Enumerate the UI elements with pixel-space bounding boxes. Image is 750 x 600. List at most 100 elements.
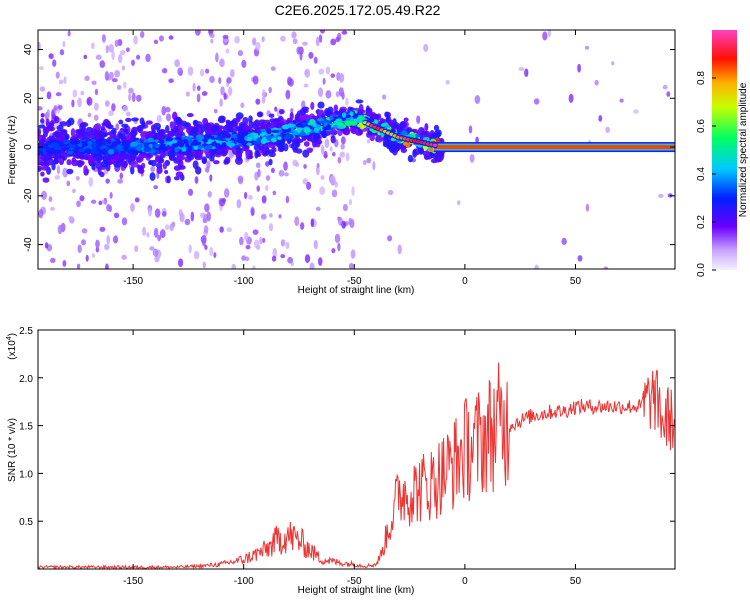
- spectrogram-speckle: [196, 85, 201, 91]
- spectrogram-ridge-point: [185, 136, 192, 141]
- spectrogram-speckle: [192, 82, 196, 92]
- spectrogram-band: [241, 147, 248, 152]
- spectrogram-band: [70, 128, 76, 138]
- snr-x-tick-label: 0: [462, 576, 468, 587]
- spectrogram-speckle: [112, 235, 119, 244]
- spectrogram-speckle: [334, 181, 339, 188]
- spectrogram-ridge-point: [216, 135, 223, 141]
- spectrogram-speckle: [188, 188, 194, 196]
- spectrogram-band: [201, 156, 208, 164]
- spectrogram-speckle: [272, 190, 276, 196]
- spectrogram-speckle: [287, 256, 294, 264]
- spectrogram-speckle: [98, 200, 103, 206]
- spectrogram-speckle: [119, 49, 126, 55]
- spectrogram-speckle: [285, 195, 290, 204]
- spectrogram-band: [79, 160, 85, 166]
- spectrogram-speckle: [95, 246, 100, 253]
- spectrogram-band: [292, 139, 297, 146]
- spectrogram-speckle: [93, 102, 99, 111]
- spectrogram-ridge-point: [107, 148, 115, 155]
- spectrogram-speckle: [270, 66, 276, 71]
- snr-x-tick-label: -100: [234, 576, 254, 587]
- spectrogram-speckle: [209, 246, 214, 257]
- snr-y-tick-label: 1.5: [19, 422, 33, 433]
- spectrogram-speckle: [315, 206, 321, 212]
- spectrogram-band: [135, 157, 141, 163]
- spectrogram-speckle: [66, 180, 71, 187]
- spectrogram-speckle: [335, 91, 340, 98]
- spectrogram-ridge-point: [54, 146, 62, 150]
- spectrogram-band: [268, 158, 273, 166]
- spectrogram-band: [407, 154, 413, 163]
- spectrogram-band: [60, 128, 68, 135]
- spectrogram-ridge-point: [101, 144, 107, 149]
- spectrogram-speckle: [291, 31, 297, 39]
- spectrogram-speckle: [149, 246, 155, 251]
- spectrogram-band: [158, 130, 166, 138]
- spectrogram-speckle: [165, 113, 171, 122]
- spectrogram-speckle: [76, 200, 81, 208]
- spectrogram-speckle: [187, 66, 194, 76]
- spectrogram-ridge-point: [240, 137, 245, 143]
- spectrogram-speckle: [133, 35, 138, 45]
- spectrogram-speckle: [457, 200, 461, 206]
- spectrogram-band: [218, 115, 226, 122]
- spectrogram-ridge-point: [47, 144, 55, 148]
- spectrogram-ridge-point: [341, 112, 346, 118]
- spectrogram-band: [432, 132, 440, 137]
- spectrogram-ridge-point: [116, 144, 122, 150]
- spectrogram-band: [223, 160, 229, 165]
- spectrogram-speckle: [121, 254, 127, 260]
- spectrogram-band: [40, 171, 45, 177]
- spectrogram-speckle: [474, 95, 481, 104]
- spectrogram-ridge-point: [84, 148, 92, 154]
- spectrogram-band: [321, 130, 328, 139]
- spectrogram-speckle: [255, 162, 261, 169]
- spectrogram-band: [225, 119, 231, 124]
- snr-y-tick-label: 0.5: [19, 517, 33, 528]
- spectrogram-band: [306, 147, 314, 152]
- spectrogram-speckle: [218, 77, 222, 84]
- spectrogram-speckle: [77, 244, 82, 253]
- spectrogram-speckle: [290, 108, 294, 113]
- spectrogram-speckle: [169, 223, 174, 232]
- spectrogram-band: [270, 124, 275, 129]
- spectrogram-speckle: [302, 41, 308, 46]
- spectrogram-ridge-point: [165, 136, 173, 142]
- spectrogram-ridge-point: [303, 128, 312, 133]
- spectrogram-speckle: [46, 91, 52, 100]
- spectrogram-ridge-point: [350, 121, 358, 126]
- spectrogram-speckle: [261, 195, 267, 204]
- spectrogram-tone-core: [433, 145, 675, 150]
- spectrogram-band: [154, 154, 160, 163]
- spectrogram-ridge-point: [154, 139, 160, 143]
- snr-y-tick-label: 2.0: [19, 374, 33, 385]
- spectrogram-ridge-point: [78, 148, 86, 153]
- spectrogram-speckle: [199, 68, 205, 77]
- spectrogram-ridge-point: [401, 130, 408, 136]
- spectrogram-band: [283, 143, 289, 152]
- spectrogram-band: [42, 157, 49, 162]
- spectrogram-band: [91, 163, 96, 171]
- spectrogram-speckle: [131, 92, 136, 103]
- spectrogram-speckle: [325, 90, 332, 99]
- spectrogram-ridge-point: [106, 139, 112, 145]
- spectrogram-band: [191, 127, 199, 134]
- spectrogram-speckle: [320, 175, 325, 180]
- spectrogram-band: [80, 131, 88, 138]
- spectrogram-ridge-point: [130, 141, 138, 147]
- spectrogram-speckle: [241, 255, 247, 262]
- snr-ticks: -150 -100 -50 0 50 0.5 1.0 1.5 2.0 2.5: [19, 326, 675, 587]
- snr-y-tick-label: 1.0: [19, 469, 33, 480]
- spectrogram-speckle: [131, 59, 136, 66]
- spectrogram-speckle: [244, 231, 249, 241]
- spectrogram-ridge-point: [187, 145, 192, 151]
- spectrogram-band: [316, 139, 323, 145]
- spectrogram-speckle: [317, 87, 324, 97]
- spectrogram-band: [382, 141, 388, 147]
- spectrogram-speckle: [255, 98, 261, 105]
- spectrogram-ridge-point: [63, 141, 69, 145]
- spectrogram-speckle: [90, 199, 97, 204]
- spectrogram-speckle: [56, 164, 61, 175]
- spectrogram-speckle: [117, 53, 123, 64]
